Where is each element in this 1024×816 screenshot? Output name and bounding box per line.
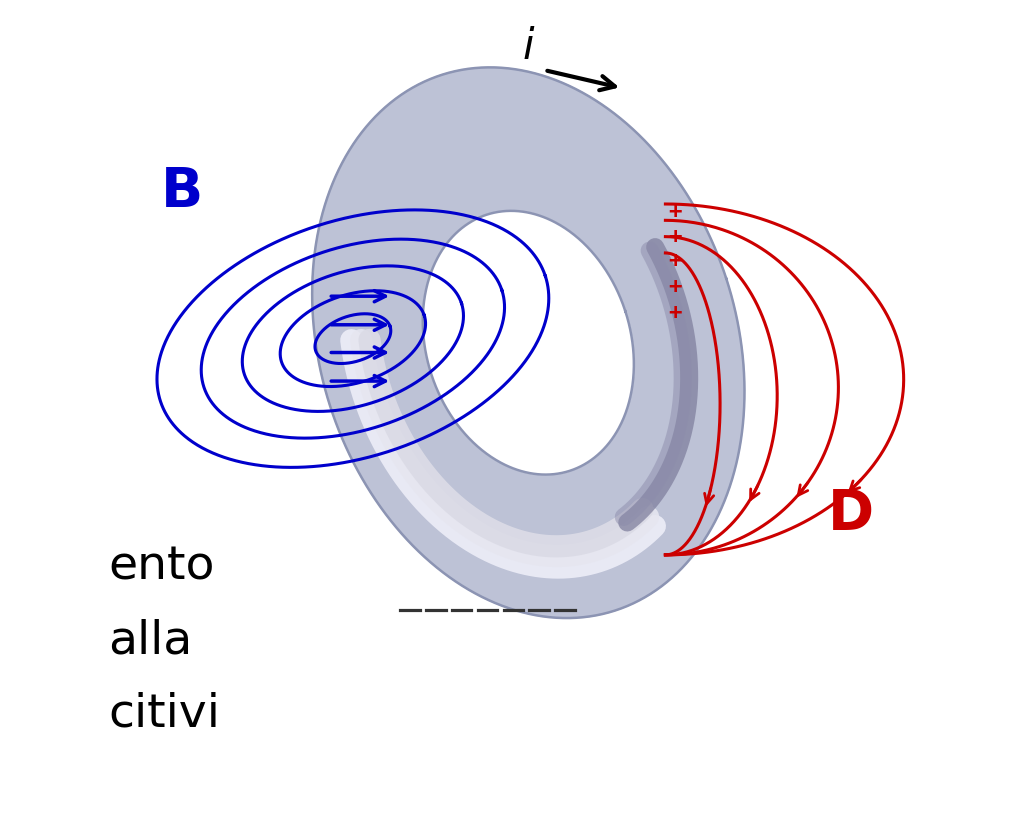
Text: B: B xyxy=(161,165,203,219)
Text: +: + xyxy=(669,277,682,297)
Text: +: + xyxy=(669,202,682,222)
Text: +: + xyxy=(669,303,682,322)
Text: citivi: citivi xyxy=(109,691,220,737)
Text: +: + xyxy=(669,251,682,271)
Text: +: + xyxy=(669,227,682,246)
Text: ento: ento xyxy=(109,544,214,590)
Text: D: D xyxy=(827,487,873,541)
Text: alla: alla xyxy=(109,618,193,663)
Polygon shape xyxy=(312,68,744,618)
Text: i: i xyxy=(522,26,535,69)
Polygon shape xyxy=(423,211,634,475)
